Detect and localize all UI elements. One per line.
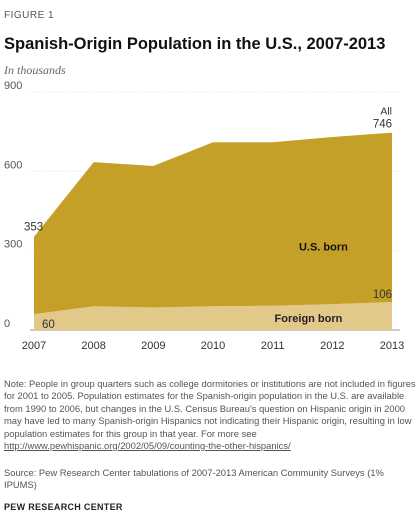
x-tick-label: 2011 [261,340,285,352]
area-u-s-born [34,132,392,315]
data-label: 106 [373,289,392,301]
note-text: Note: People in group quarters such as c… [4,378,416,439]
total-label: All [380,106,392,118]
chart-note: Note: People in group quarters such as c… [4,378,418,452]
series-label-foreign-born: Foreign born [275,313,343,325]
x-tick-label: 2008 [81,340,105,352]
data-label: 353 [24,222,43,234]
x-tick-label: 2012 [320,340,344,352]
x-tick-label: 2013 [380,340,404,352]
chart-subtitle: In thousands [4,63,66,77]
area-chart: 0 300 600 900 Foreign born U.S. born All 353 746… [4,80,404,352]
area-foreign-born [34,302,392,330]
y-tick-label: 300 [4,239,22,251]
y-tick-label: 600 [4,159,22,171]
note-link[interactable]: http://www.pewhispanic.org/2002/05/09/co… [4,440,291,452]
x-tick-label: 2009 [141,340,165,352]
data-label: 746 [373,119,392,131]
series-label-us-born: U.S. born [299,242,348,254]
data-label: 60 [42,319,55,331]
x-tick-label: 2010 [201,340,225,352]
org-name: PEW RESEARCH CENTER [4,502,123,512]
figure-label: FIGURE 1 [4,10,55,21]
y-tick-label: 0 [4,318,10,330]
chart-title: Spanish-Origin Population in the U.S., 2… [4,35,386,53]
x-tick-label: 2007 [22,340,46,352]
chart-source: Source: Pew Research Center tabulations … [4,467,384,491]
y-tick-label: 900 [4,80,22,92]
